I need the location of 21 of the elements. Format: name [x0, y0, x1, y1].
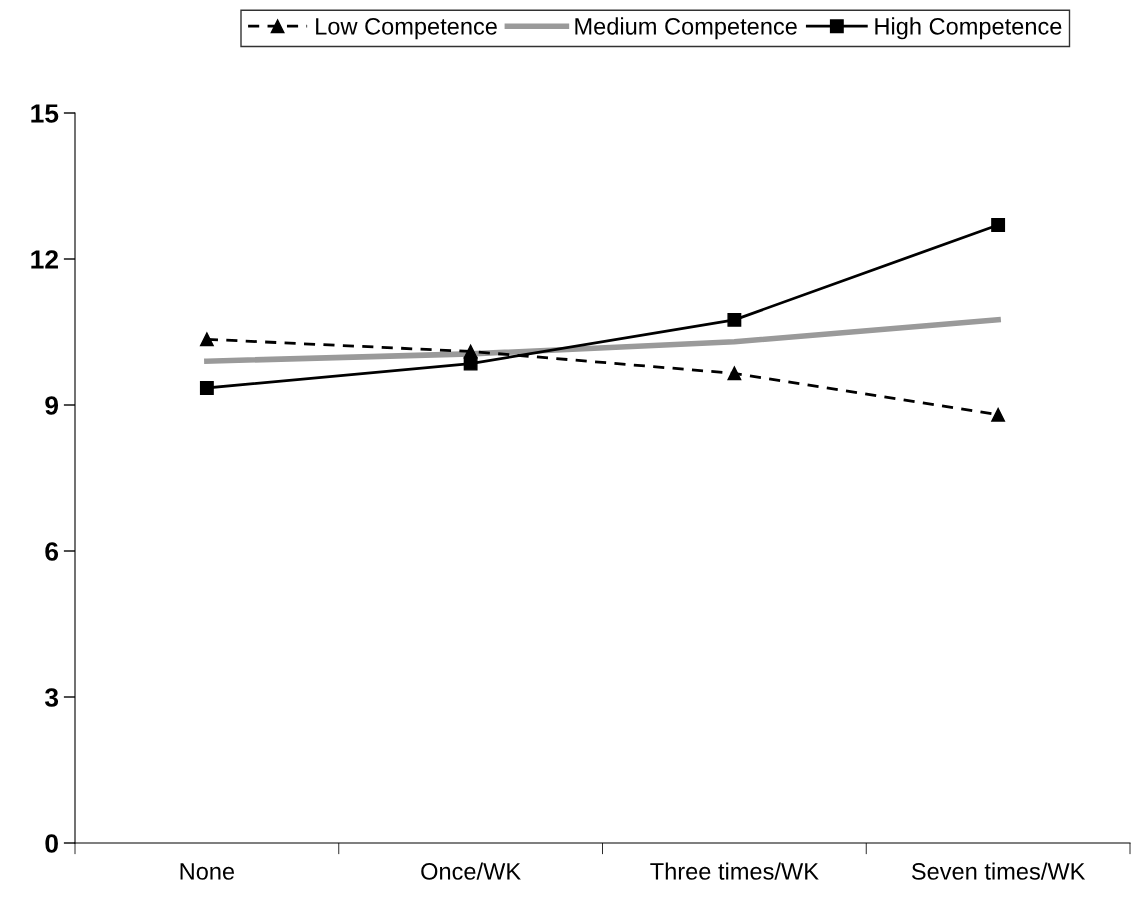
legend-label: Medium Competence — [575, 17, 797, 40]
legend-label: Low Competence — [316, 17, 497, 40]
point — [727, 312, 742, 327]
point — [199, 332, 214, 347]
y-tick-label: 15 — [31, 104, 59, 123]
x-tick-label: None — [180, 863, 235, 880]
point — [199, 381, 214, 395]
x-tick-label: Once/WK — [421, 862, 521, 880]
y-tick-label: 3 — [44, 688, 59, 707]
y-tick-label: 6 — [45, 542, 59, 561]
point — [463, 356, 478, 371]
y-tick-label: 9 — [45, 396, 59, 415]
point — [991, 217, 1006, 232]
point — [991, 407, 1006, 422]
x-tick-label: Three times/WK — [650, 862, 819, 880]
point — [463, 344, 478, 359]
point — [727, 366, 742, 381]
legend-label: High Competence — [875, 17, 1062, 40]
y-tick-label: 0 — [45, 834, 58, 853]
y-tick-label: 12 — [31, 250, 58, 269]
x-tick-label: Seven times/WK — [911, 862, 1086, 880]
